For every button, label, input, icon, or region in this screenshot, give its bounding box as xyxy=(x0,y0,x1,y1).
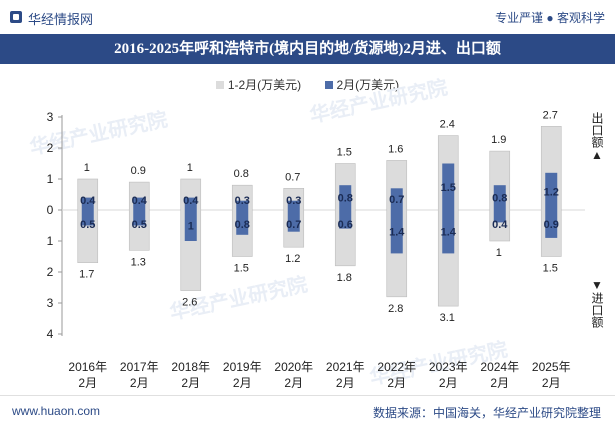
monthly-export-label: 0.4 xyxy=(183,195,199,207)
x-tick-label-year: 2025年 xyxy=(532,360,571,374)
monthly-import-label: 0.9 xyxy=(544,219,559,231)
monthly-import-label: 0.4 xyxy=(492,219,508,231)
monthly-bar xyxy=(545,172,558,238)
y-tick-label: 2 xyxy=(47,141,54,155)
cumulative-export-label: 2.7 xyxy=(543,109,558,121)
monthly-bar xyxy=(442,163,455,254)
legend-label-monthly: 2月(万美元) xyxy=(336,78,400,92)
cumulative-import-label: 1.5 xyxy=(543,263,558,275)
footer: www.huaon.com 数据来源：中国海关，华经产业研究院整理 xyxy=(0,395,615,428)
x-tick-label-month: 2月 xyxy=(490,376,509,390)
monthly-export-label: 0.7 xyxy=(389,194,404,206)
legend-item-monthly: 2月(万美元) xyxy=(324,76,400,93)
x-tick-label-year: 2017年 xyxy=(120,360,159,374)
watermark-text: 华经产业研究院 xyxy=(308,75,450,128)
monthly-bar xyxy=(390,188,403,254)
monthly-import-label: 0.7 xyxy=(286,219,301,231)
cumulative-export-label: 0.7 xyxy=(285,171,300,183)
cumulative-export-label: 0.9 xyxy=(131,165,146,177)
x-tick-label-year: 2022年 xyxy=(377,360,416,374)
y-tick-label: 1 xyxy=(47,172,54,186)
monthly-bar xyxy=(287,200,300,232)
y-tick-label: 2 xyxy=(47,265,54,279)
chart-legend: 1-2月(万美元) 2月(万美元) xyxy=(0,76,615,93)
cumulative-export-label: 2.4 xyxy=(440,119,455,131)
cumulative-import-label: 2.6 xyxy=(182,297,197,309)
y-tick-label: 3 xyxy=(47,296,54,310)
cumulative-import-label: 3.1 xyxy=(440,312,455,324)
monthly-bar xyxy=(184,197,197,241)
monthly-export-label: 0.3 xyxy=(286,195,301,207)
x-tick-label-month: 2月 xyxy=(336,376,355,390)
huajing-logo-icon xyxy=(10,11,22,23)
cumulative-export-label: 1.5 xyxy=(337,147,352,159)
monthly-import-label: 1.4 xyxy=(441,227,457,239)
cumulative-import-label: 1.7 xyxy=(79,269,94,281)
cumulative-import-label: 1 xyxy=(496,247,502,259)
cumulative-import-label: 2.8 xyxy=(388,303,403,315)
monthly-import-label: 1 xyxy=(188,221,194,233)
monthly-import-label: 0.5 xyxy=(80,219,95,231)
x-tick-label-year: 2023年 xyxy=(429,360,468,374)
cumulative-import-label: 1.2 xyxy=(285,253,300,265)
monthly-export-label: 1.5 xyxy=(441,182,456,194)
x-tick-label-year: 2016年 xyxy=(68,360,107,374)
x-tick-label-month: 2月 xyxy=(233,376,252,390)
x-tick-label-month: 2月 xyxy=(387,376,406,390)
cumulative-import-label: 1.5 xyxy=(234,263,249,275)
cumulative-import-label: 1.3 xyxy=(131,256,146,268)
cumulative-export-label: 0.8 xyxy=(234,168,249,180)
data-source: 数据来源：中国海关，华经产业研究院整理 xyxy=(372,406,601,420)
x-tick-label-year: 2024年 xyxy=(480,360,519,374)
cumulative-export-label: 1 xyxy=(84,162,90,174)
monthly-bar xyxy=(236,200,249,235)
site-url: www.huaon.com xyxy=(12,404,101,418)
monthly-bar xyxy=(81,197,94,226)
import-axis-label: ▼进口额 xyxy=(590,278,604,329)
monthly-import-label: 0.8 xyxy=(235,219,250,231)
monthly-bar xyxy=(339,185,352,229)
cumulative-export-label: 1.6 xyxy=(388,143,403,155)
x-tick-label-year: 2020年 xyxy=(274,360,313,374)
title-banner: 2016-2025年呼和浩特市(境内目的地/货源地)2月进、出口额 xyxy=(0,34,615,64)
x-tick-label-month: 2月 xyxy=(130,376,149,390)
legend-label-cumulative: 1-2月(万美元) xyxy=(227,78,302,92)
monthly-import-label: 0.6 xyxy=(338,219,353,231)
monthly-export-label: 0.3 xyxy=(235,195,250,207)
y-tick-label: 3 xyxy=(47,110,54,124)
monthly-export-label: 0.8 xyxy=(338,193,353,205)
x-tick-label-month: 2月 xyxy=(542,376,561,390)
x-tick-label-month: 2月 xyxy=(181,376,200,390)
brand-name: 华经情报网 xyxy=(28,12,94,27)
legend-swatch-cumulative xyxy=(215,81,224,89)
monthly-import-label: 0.5 xyxy=(132,219,147,231)
y-tick-label: 1 xyxy=(47,234,54,248)
export-axis-label: 出口额▲ xyxy=(590,112,604,162)
monthly-export-label: 0.4 xyxy=(80,195,96,207)
x-tick-label-year: 2018年 xyxy=(171,360,210,374)
monthly-import-label: 1.4 xyxy=(389,227,405,239)
x-tick-label-year: 2019年 xyxy=(223,360,262,374)
monthly-export-label: 0.4 xyxy=(132,195,148,207)
legend-item-cumulative: 1-2月(万美元) xyxy=(215,76,302,93)
y-tick-label: 4 xyxy=(47,327,54,341)
chart-area: 华经产业研究院华经产业研究院华经产业研究院华经产业研究院3210123411.7… xyxy=(28,75,604,390)
y-tick-label: 0 xyxy=(47,203,54,217)
x-tick-label-month: 2月 xyxy=(439,376,458,390)
monthly-export-label: 1.2 xyxy=(544,186,559,198)
x-tick-label-year: 2021年 xyxy=(326,360,365,374)
x-tick-label-month: 2月 xyxy=(78,376,97,390)
x-tick-label-month: 2月 xyxy=(284,376,303,390)
legend-swatch-monthly xyxy=(324,81,333,89)
monthly-export-label: 0.8 xyxy=(492,193,507,205)
cumulative-export-label: 1 xyxy=(187,162,193,174)
tagline: 专业严谨 ● 客观科学 xyxy=(495,11,605,25)
cumulative-import-label: 1.8 xyxy=(337,272,352,284)
monthly-bar xyxy=(493,185,506,223)
monthly-bar xyxy=(133,197,146,226)
cumulative-export-label: 1.9 xyxy=(491,134,506,146)
chart-title: 2016-2025年呼和浩特市(境内目的地/货源地)2月进、出口额 xyxy=(114,41,501,57)
